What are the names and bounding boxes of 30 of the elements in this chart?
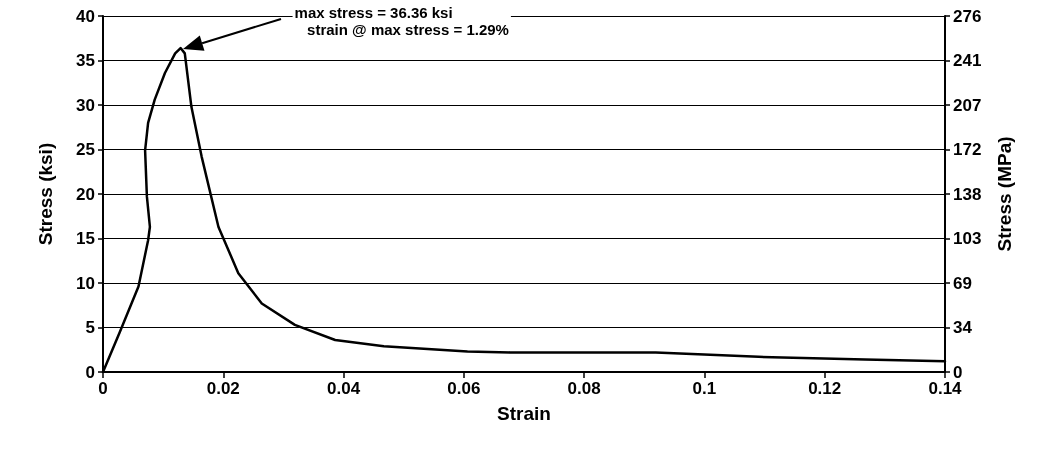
y2-tick-label: 69 <box>953 273 972 293</box>
y2-tick-label: 276 <box>953 6 982 26</box>
y-tick-label: 10 <box>76 273 95 293</box>
y2-tick-label: 34 <box>953 318 973 338</box>
y2-tick-label: 207 <box>953 95 982 115</box>
y2-tick-label: 103 <box>953 229 982 249</box>
y-tick-label: 0 <box>85 362 95 382</box>
x-tick-label: 0.1 <box>692 379 717 398</box>
x-tick-label: 0.08 <box>567 379 601 398</box>
y2-tick-label: 241 <box>953 51 982 71</box>
y-tick-label: 35 <box>76 51 95 70</box>
y2-axis-title: Stress (MPa) <box>994 136 1015 252</box>
x-tick-label: 0.04 <box>327 379 361 398</box>
y-tick-label: 15 <box>76 229 95 248</box>
y2-tick-label: 138 <box>953 184 982 204</box>
y-tick-label: 40 <box>76 6 95 26</box>
y-axis-title: Stress (ksi) <box>35 142 56 246</box>
x-tick-label: 0.12 <box>808 379 842 398</box>
y-tick-label: 25 <box>76 140 95 159</box>
y-tick-label: 20 <box>76 184 95 204</box>
x-tick-label: 0.14 <box>928 379 963 398</box>
x-tick-label: 0 <box>98 379 108 398</box>
annotation: max stress = 36.36 ksi strain @ max stress = 1.29% <box>294 4 509 38</box>
x-tick-label: 0.06 <box>447 379 481 398</box>
y2-tick-label: 172 <box>953 139 982 159</box>
y2-tick-label: 0 <box>953 362 963 382</box>
x-tick-label: 0.02 <box>206 379 240 398</box>
x-axis-title: Strain <box>497 403 551 424</box>
y-tick-label: 30 <box>76 95 95 115</box>
y-tick-label: 5 <box>85 318 95 337</box>
